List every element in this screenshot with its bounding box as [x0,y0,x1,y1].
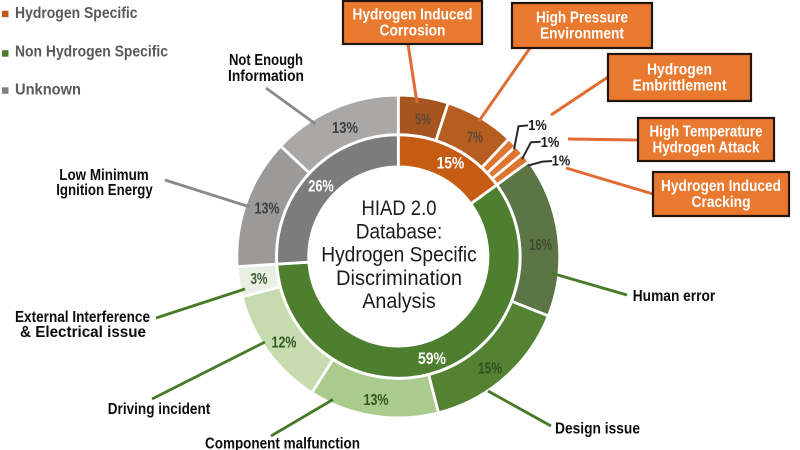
svg-text:1%: 1% [528,117,547,134]
svg-text:Hydrogen Induced: Hydrogen Induced [661,178,781,195]
svg-text:12%: 12% [272,335,297,352]
svg-text:Driving incident: Driving incident [108,401,211,418]
svg-text:Component malfunction: Component malfunction [205,436,360,450]
svg-text:Hydrogen Specific: Hydrogen Specific [15,5,138,22]
svg-text:15%: 15% [478,361,502,378]
svg-text:Embrittlement: Embrittlement [633,77,727,94]
svg-text:16%: 16% [529,237,552,254]
svg-text:13%: 13% [332,120,358,137]
svg-text:Database:: Database: [356,220,443,243]
svg-text:59%: 59% [418,350,446,368]
svg-text:Environment: Environment [540,25,624,42]
svg-text:Unknown: Unknown [15,81,81,98]
svg-text:1%: 1% [552,153,571,170]
svg-text:15%: 15% [437,155,465,173]
svg-text:Analysis: Analysis [362,290,436,313]
svg-text:7%: 7% [467,130,483,147]
svg-text:Human error: Human error [633,288,716,305]
svg-text:Hydrogen: Hydrogen [647,61,712,78]
svg-text:Ignition Energy: Ignition Energy [56,182,153,199]
svg-text:& Electrical issue: & Electrical issue [20,324,146,341]
svg-text:Non Hydrogen Specific: Non Hydrogen Specific [15,44,168,61]
svg-text:13%: 13% [255,201,280,218]
svg-text:Not Enough: Not Enough [229,52,303,69]
svg-text:High Pressure: High Pressure [536,9,628,26]
svg-text:Hydrogen Specific: Hydrogen Specific [321,244,477,267]
svg-text:Hydrogen Attack: Hydrogen Attack [653,139,760,156]
svg-text:External Interference: External Interference [15,309,150,326]
svg-text:Information: Information [228,68,304,85]
svg-text:HIAD 2.0: HIAD 2.0 [362,197,437,220]
svg-text:Design issue: Design issue [555,421,640,438]
svg-text:Discrimination: Discrimination [336,267,462,290]
svg-text:Low Minimum: Low Minimum [59,167,149,184]
svg-text:Corrosion: Corrosion [380,22,446,39]
svg-text:1%: 1% [541,134,560,151]
svg-text:13%: 13% [364,392,389,409]
svg-text:High Temperature: High Temperature [650,123,763,140]
svg-text:Hydrogen Induced: Hydrogen Induced [353,6,473,23]
svg-text:Cracking: Cracking [692,194,751,211]
svg-text:26%: 26% [308,177,334,195]
svg-text:5%: 5% [415,112,431,129]
svg-text:3%: 3% [251,271,268,288]
